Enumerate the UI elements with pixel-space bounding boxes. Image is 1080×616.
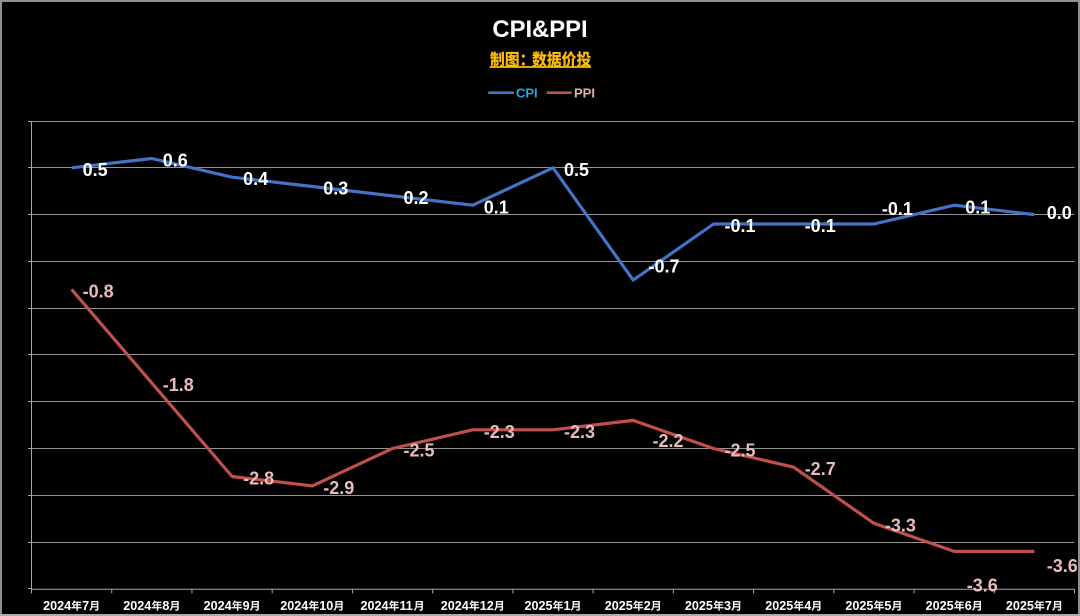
svg-text:1: 1	[564, 599, 571, 613]
svg-text:3: 3	[724, 599, 731, 613]
svg-text:-3.6: -3.6	[1047, 556, 1078, 576]
svg-text:-2.8: -2.8	[243, 469, 274, 489]
svg-text:0.2: 0.2	[404, 188, 429, 208]
svg-text:-2.3: -2.3	[564, 422, 595, 442]
svg-text:2025: 2025	[845, 599, 873, 613]
svg-text:0.5: 0.5	[564, 160, 589, 180]
svg-text:5: 5	[884, 599, 891, 613]
svg-text:-0.1: -0.1	[805, 216, 836, 236]
svg-text:0.3: 0.3	[323, 179, 348, 199]
svg-text:2025: 2025	[926, 599, 954, 613]
svg-text:0.1: 0.1	[965, 197, 990, 217]
svg-text:0.5: 0.5	[83, 160, 108, 180]
svg-text:-0.7: -0.7	[649, 257, 680, 277]
svg-text:2024: 2024	[361, 599, 389, 613]
svg-text:8: 8	[162, 599, 169, 613]
svg-text:-2.2: -2.2	[653, 431, 684, 451]
svg-text:-1.8: -1.8	[163, 375, 194, 395]
svg-text:0.4: 0.4	[243, 169, 268, 189]
svg-text:0.0: 0.0	[1047, 203, 1072, 223]
svg-text:CPI&PPI: CPI&PPI	[492, 16, 587, 43]
svg-text:2025: 2025	[685, 599, 713, 613]
svg-text:2025: 2025	[765, 599, 793, 613]
svg-text:-3.3: -3.3	[885, 515, 916, 535]
svg-text:2024: 2024	[441, 599, 469, 613]
svg-text:2024: 2024	[123, 599, 151, 613]
svg-text:10: 10	[319, 599, 333, 613]
svg-text:2025: 2025	[1006, 599, 1034, 613]
svg-text:-2.9: -2.9	[323, 478, 354, 498]
svg-text:2024: 2024	[280, 599, 308, 613]
svg-text:9: 9	[243, 599, 250, 613]
svg-text:2025: 2025	[525, 599, 553, 613]
svg-text:-0.8: -0.8	[83, 282, 114, 302]
svg-text:-2.7: -2.7	[805, 459, 836, 479]
svg-text:7: 7	[1045, 599, 1052, 613]
svg-text:6: 6	[965, 599, 972, 613]
svg-text:7: 7	[82, 599, 89, 613]
svg-text:4: 4	[804, 599, 811, 613]
svg-text:PPI: PPI	[574, 85, 595, 100]
svg-text:12: 12	[480, 599, 494, 613]
svg-text:-0.1: -0.1	[725, 216, 756, 236]
svg-text:-2.5: -2.5	[404, 441, 435, 461]
svg-text:-0.1: -0.1	[882, 199, 913, 219]
svg-text:-2.5: -2.5	[725, 441, 756, 461]
svg-text:11: 11	[400, 599, 413, 613]
svg-text:0.1: 0.1	[484, 197, 509, 217]
svg-text:2: 2	[644, 599, 651, 613]
svg-text:2024: 2024	[43, 599, 71, 613]
svg-text:-2.3: -2.3	[484, 422, 515, 442]
svg-text:CPI: CPI	[516, 85, 538, 100]
svg-text:2025: 2025	[605, 599, 633, 613]
svg-text:-3.6: -3.6	[967, 576, 998, 596]
svg-text:0.6: 0.6	[163, 151, 188, 171]
svg-text:2024: 2024	[204, 599, 232, 613]
